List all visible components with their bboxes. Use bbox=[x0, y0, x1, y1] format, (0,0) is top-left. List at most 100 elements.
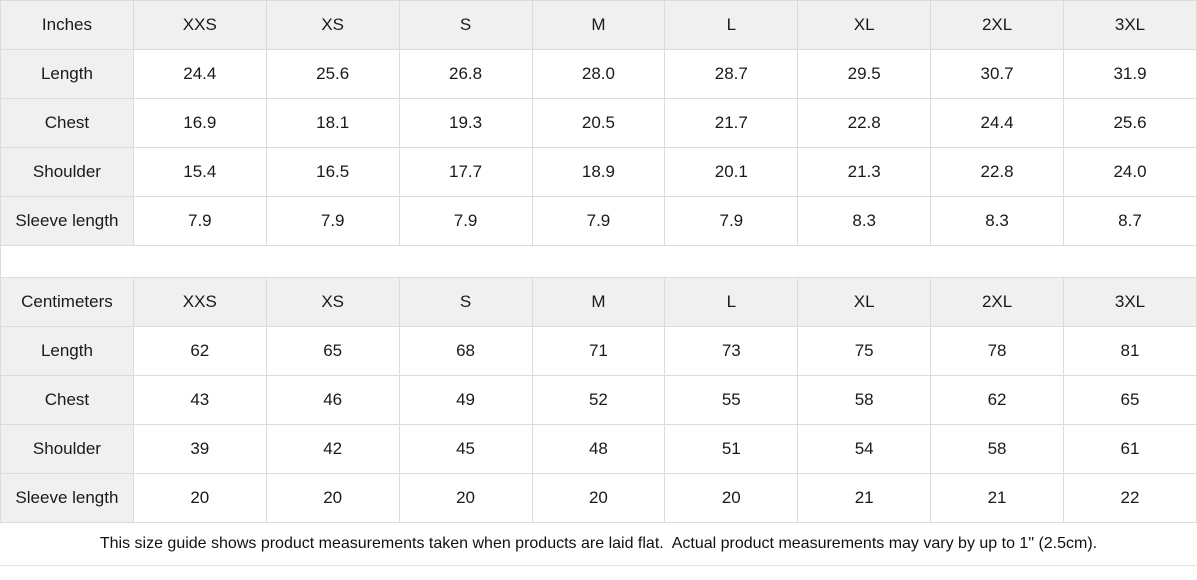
measurement-row-shoulder: Shoulder 15.4 16.5 17.7 18.9 20.1 21.3 2… bbox=[0, 147, 1197, 197]
measurement-value: 21 bbox=[797, 473, 932, 523]
measurement-label: Sleeve length bbox=[0, 473, 134, 523]
measurement-value: 20 bbox=[531, 473, 666, 523]
measurement-value: 30.7 bbox=[930, 49, 1064, 99]
size-column-header-xl: XL bbox=[797, 0, 932, 50]
size-column-header-3xl: 3XL bbox=[1063, 277, 1197, 327]
measurement-label: Shoulder bbox=[0, 424, 134, 474]
measurement-label: Shoulder bbox=[0, 147, 134, 197]
measurement-value: 7.9 bbox=[132, 196, 267, 246]
measurement-value: 78 bbox=[930, 326, 1064, 376]
unit-header-centimeters: Centimeters bbox=[0, 277, 134, 327]
measurement-label: Chest bbox=[0, 375, 134, 425]
measurement-value: 24.4 bbox=[930, 98, 1064, 148]
measurement-value: 7.9 bbox=[398, 196, 533, 246]
size-guide-note: This size guide shows product measuremen… bbox=[0, 523, 1197, 566]
size-column-header-xl: XL bbox=[797, 277, 932, 327]
measurement-value: 62 bbox=[132, 326, 267, 376]
measurement-value: 75 bbox=[797, 326, 932, 376]
measurement-value: 61 bbox=[1063, 424, 1197, 474]
measurement-value: 49 bbox=[398, 375, 533, 425]
size-column-header-xs: XS bbox=[265, 277, 400, 327]
measurement-value: 68 bbox=[398, 326, 533, 376]
measurement-row-chest: Chest 43 46 49 52 55 58 62 65 bbox=[0, 375, 1197, 425]
measurement-value: 20.5 bbox=[531, 98, 666, 148]
size-guide: Inches XXS XS S M L XL 2XL 3XL Length 24… bbox=[0, 0, 1197, 566]
measurement-value: 25.6 bbox=[1063, 98, 1197, 148]
measurement-row-length: Length 62 65 68 71 73 75 78 81 bbox=[0, 326, 1197, 376]
size-column-header-l: L bbox=[664, 277, 799, 327]
measurement-value: 43 bbox=[132, 375, 267, 425]
measurement-value: 28.0 bbox=[531, 49, 666, 99]
measurement-value: 45 bbox=[398, 424, 533, 474]
measurement-value: 55 bbox=[664, 375, 799, 425]
measurement-label: Length bbox=[0, 326, 134, 376]
measurement-row-length: Length 24.4 25.6 26.8 28.0 28.7 29.5 30.… bbox=[0, 49, 1197, 99]
measurement-value: 20 bbox=[132, 473, 267, 523]
measurement-value: 62 bbox=[930, 375, 1064, 425]
size-column-header-m: M bbox=[531, 277, 666, 327]
measurement-value: 54 bbox=[797, 424, 932, 474]
measurement-value: 21.3 bbox=[797, 147, 932, 197]
size-column-header-xxs: XXS bbox=[132, 277, 267, 327]
unit-header-inches: Inches bbox=[0, 0, 134, 50]
measurement-value: 17.7 bbox=[398, 147, 533, 197]
size-column-header-m: M bbox=[531, 0, 666, 50]
header-row-centimeters: Centimeters XXS XS S M L XL 2XL 3XL bbox=[0, 277, 1197, 327]
measurement-value: 7.9 bbox=[531, 196, 666, 246]
size-column-header-s: S bbox=[398, 277, 533, 327]
measurement-value: 16.5 bbox=[265, 147, 400, 197]
header-row-inches: Inches XXS XS S M L XL 2XL 3XL bbox=[0, 0, 1197, 50]
measurement-value: 20 bbox=[398, 473, 533, 523]
measurement-value: 52 bbox=[531, 375, 666, 425]
size-column-header-s: S bbox=[398, 0, 533, 50]
measurement-value: 65 bbox=[1063, 375, 1197, 425]
measurement-value: 18.9 bbox=[531, 147, 666, 197]
measurement-value: 21 bbox=[930, 473, 1064, 523]
measurement-value: 22.8 bbox=[930, 147, 1064, 197]
measurement-value: 39 bbox=[132, 424, 267, 474]
measurement-value: 8.7 bbox=[1063, 196, 1197, 246]
measurement-value: 20 bbox=[664, 473, 799, 523]
measurement-value: 16.9 bbox=[132, 98, 267, 148]
size-guide-note-text: This size guide shows product measuremen… bbox=[99, 535, 1098, 552]
measurement-value: 7.9 bbox=[265, 196, 400, 246]
measurement-row-sleeve-length: Sleeve length 20 20 20 20 20 21 21 22 bbox=[0, 473, 1197, 523]
measurement-value: 8.3 bbox=[930, 196, 1064, 246]
measurement-value: 58 bbox=[930, 424, 1064, 474]
measurement-row-sleeve-length: Sleeve length 7.9 7.9 7.9 7.9 7.9 8.3 8.… bbox=[0, 196, 1197, 246]
size-column-header-3xl: 3XL bbox=[1063, 0, 1197, 50]
measurement-value: 8.3 bbox=[797, 196, 932, 246]
size-column-header-xxs: XXS bbox=[132, 0, 267, 50]
measurement-value: 19.3 bbox=[398, 98, 533, 148]
measurement-value: 51 bbox=[664, 424, 799, 474]
measurement-value: 25.6 bbox=[265, 49, 400, 99]
measurement-row-shoulder: Shoulder 39 42 45 48 51 54 58 61 bbox=[0, 424, 1197, 474]
measurement-value: 71 bbox=[531, 326, 666, 376]
size-column-header-2xl: 2XL bbox=[930, 277, 1064, 327]
measurement-value: 24.0 bbox=[1063, 147, 1197, 197]
measurement-value: 29.5 bbox=[797, 49, 932, 99]
measurement-value: 65 bbox=[265, 326, 400, 376]
measurement-label: Sleeve length bbox=[0, 196, 134, 246]
measurement-value: 73 bbox=[664, 326, 799, 376]
measurement-value: 20 bbox=[265, 473, 400, 523]
measurement-value: 22 bbox=[1063, 473, 1197, 523]
measurement-label: Chest bbox=[0, 98, 134, 148]
measurement-value: 58 bbox=[797, 375, 932, 425]
measurement-value: 26.8 bbox=[398, 49, 533, 99]
measurement-value: 28.7 bbox=[664, 49, 799, 99]
measurement-value: 31.9 bbox=[1063, 49, 1197, 99]
measurement-value: 48 bbox=[531, 424, 666, 474]
size-column-header-2xl: 2XL bbox=[930, 0, 1064, 50]
size-table-inches: Inches XXS XS S M L XL 2XL 3XL Length 24… bbox=[0, 0, 1197, 246]
measurement-value: 24.4 bbox=[132, 49, 267, 99]
measurement-value: 22.8 bbox=[797, 98, 932, 148]
measurement-row-chest: Chest 16.9 18.1 19.3 20.5 21.7 22.8 24.4… bbox=[0, 98, 1197, 148]
measurement-value: 18.1 bbox=[265, 98, 400, 148]
size-table-centimeters: Centimeters XXS XS S M L XL 2XL 3XL Leng… bbox=[0, 277, 1197, 523]
measurement-value: 20.1 bbox=[664, 147, 799, 197]
table-gap bbox=[0, 246, 1197, 277]
measurement-value: 81 bbox=[1063, 326, 1197, 376]
measurement-value: 42 bbox=[265, 424, 400, 474]
size-column-header-xs: XS bbox=[265, 0, 400, 50]
